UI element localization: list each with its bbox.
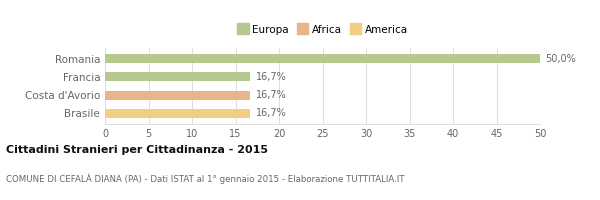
Bar	[105, 72, 250, 81]
Text: Cittadini Stranieri per Cittadinanza - 2015: Cittadini Stranieri per Cittadinanza - 2…	[6, 145, 268, 155]
Bar	[105, 91, 250, 100]
Text: 50,0%: 50,0%	[545, 54, 576, 64]
Text: 16,7%: 16,7%	[256, 90, 286, 100]
Text: COMUNE DI CEFALÀ DIANA (PA) - Dati ISTAT al 1° gennaio 2015 - Elaborazione TUTTI: COMUNE DI CEFALÀ DIANA (PA) - Dati ISTAT…	[6, 174, 404, 184]
Text: 16,7%: 16,7%	[256, 72, 286, 82]
Text: 16,7%: 16,7%	[256, 108, 286, 118]
Bar	[105, 109, 250, 118]
Bar	[105, 54, 540, 63]
Legend: Europa, Africa, America: Europa, Africa, America	[235, 22, 410, 37]
